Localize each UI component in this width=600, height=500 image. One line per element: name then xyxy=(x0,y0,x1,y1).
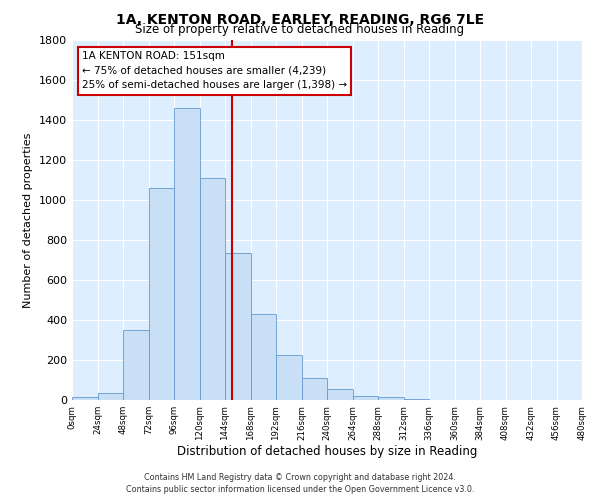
Bar xyxy=(199,178,225,400)
Bar xyxy=(225,253,251,400)
Bar xyxy=(251,314,276,400)
Bar xyxy=(123,330,149,400)
Bar xyxy=(404,399,429,400)
Text: Size of property relative to detached houses in Reading: Size of property relative to detached ho… xyxy=(136,22,464,36)
Bar xyxy=(302,378,327,400)
Y-axis label: Number of detached properties: Number of detached properties xyxy=(23,132,34,308)
Bar xyxy=(327,389,353,400)
X-axis label: Distribution of detached houses by size in Reading: Distribution of detached houses by size … xyxy=(177,446,477,458)
Text: 1A, KENTON ROAD, EARLEY, READING, RG6 7LE: 1A, KENTON ROAD, EARLEY, READING, RG6 7L… xyxy=(116,12,484,26)
Text: Contains HM Land Registry data © Crown copyright and database right 2024.
Contai: Contains HM Land Registry data © Crown c… xyxy=(126,472,474,494)
Bar xyxy=(378,397,404,400)
Bar xyxy=(353,396,378,400)
Text: 1A KENTON ROAD: 151sqm
← 75% of detached houses are smaller (4,239)
25% of semi-: 1A KENTON ROAD: 151sqm ← 75% of detached… xyxy=(82,51,347,90)
Bar xyxy=(149,188,174,400)
Bar xyxy=(72,397,97,400)
Bar xyxy=(276,355,302,400)
Bar xyxy=(174,108,199,400)
Bar xyxy=(97,393,123,400)
